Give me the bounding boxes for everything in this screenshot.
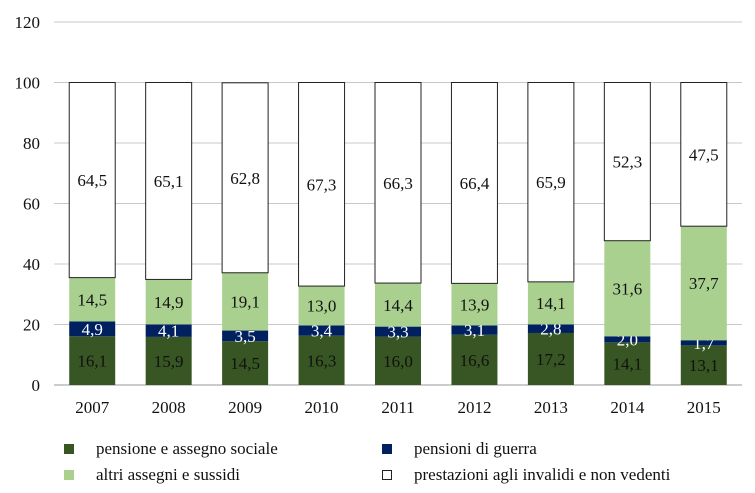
bar-2014-series-0 [604, 342, 651, 385]
data-label-2014-series-3: 52,3 [612, 153, 642, 172]
data-label-2007-series-1: 4,9 [82, 320, 103, 339]
y-tick-label-0: 0 [32, 376, 41, 395]
y-tick-label-40: 40 [23, 255, 40, 274]
x-tick-label-2012: 2012 [457, 398, 491, 417]
bar-2010-series-2 [298, 286, 345, 326]
bar-2014-series-3 [603, 82, 651, 242]
data-label-2010-series-1: 3,4 [311, 322, 333, 341]
y-tick-label-80: 80 [23, 134, 40, 153]
bar-2010-series-0 [298, 335, 345, 385]
data-label-2009-series-0: 14,5 [230, 354, 260, 373]
data-label-2008-series-1: 4,1 [158, 322, 179, 341]
bar-2011-series-0 [375, 336, 421, 385]
x-tick-label-2011: 2011 [381, 398, 414, 417]
data-label-2012-series-3: 66,4 [460, 174, 490, 193]
x-tick-label-2007: 2007 [75, 398, 110, 417]
data-label-2010-series-2: 13,0 [307, 297, 337, 316]
bar-2012-series-1 [451, 325, 498, 335]
bar-2015-series-1 [680, 340, 727, 346]
bar-2007-series-3 [68, 82, 116, 279]
bar-2011-series-1 [375, 326, 421, 337]
data-label-2008-series-3: 65,1 [154, 172, 184, 191]
data-label-2012-series-2: 13,9 [460, 295, 490, 314]
x-tick-label-2015: 2015 [687, 398, 721, 417]
bar-2009-series-2 [222, 272, 269, 331]
x-tick-label-2010: 2010 [305, 398, 339, 417]
data-label-2010-series-0: 16,3 [307, 351, 337, 370]
data-label-2013-series-2: 14,1 [536, 294, 566, 313]
bar-2015-series-0 [680, 345, 727, 385]
data-label-2010-series-3: 67,3 [307, 175, 337, 194]
x-tick-label-2014: 2014 [610, 398, 645, 417]
bar-2008-series-2 [145, 279, 192, 325]
x-tick-label-2013: 2013 [534, 398, 568, 417]
bar-2013-series-3 [527, 82, 575, 283]
bar-2013-series-1 [527, 324, 574, 333]
bar-2015-series-2 [680, 226, 727, 341]
bar-2015-series-3 [680, 82, 728, 227]
x-tick-label-2008: 2008 [152, 398, 186, 417]
data-label-2008-series-2: 14,9 [154, 293, 184, 312]
x-tick-label-2009: 2009 [228, 398, 262, 417]
bar-2013-series-0 [527, 332, 574, 385]
bar-2012-series-2 [451, 283, 498, 326]
bar-2012-series-3 [450, 82, 498, 284]
data-label-2007-series-0: 16,1 [77, 352, 107, 371]
bar-2011-series-3 [374, 82, 422, 284]
y-tick-label-20: 20 [23, 316, 40, 335]
bar-2010-series-1 [298, 325, 345, 336]
data-label-2011-series-1: 3,3 [387, 323, 408, 342]
data-label-2012-series-1: 3,1 [464, 321, 485, 340]
y-tick-label-120: 120 [15, 13, 41, 32]
bar-2014-series-1 [604, 336, 651, 343]
data-label-2009-series-2: 19,1 [230, 293, 260, 312]
data-label-2015-series-0: 13,1 [689, 356, 719, 375]
data-label-2014-series-2: 31,6 [612, 280, 642, 299]
data-label-2013-series-3: 65,9 [536, 173, 566, 192]
data-label-2012-series-0: 16,6 [460, 351, 490, 370]
y-tick-label-60: 60 [23, 195, 40, 214]
data-label-2009-series-3: 62,8 [230, 169, 260, 188]
bar-2009-series-1 [222, 330, 269, 342]
bar-2007-series-2 [69, 277, 116, 322]
data-label-2008-series-0: 15,9 [154, 352, 184, 371]
data-label-2011-series-3: 66,3 [383, 174, 413, 193]
bar-2009-series-3 [221, 82, 269, 274]
data-label-2014-series-0: 14,1 [612, 355, 642, 374]
bar-2013-series-2 [527, 281, 574, 325]
bar-2008-series-0 [145, 336, 192, 385]
y-tick-label-100: 100 [15, 74, 41, 93]
bar-2011-series-2 [375, 283, 421, 327]
bar-2014-series-2 [604, 240, 651, 337]
data-label-2011-series-0: 16,0 [383, 352, 413, 371]
bar-2008-series-1 [145, 324, 192, 337]
bar-2009-series-0 [222, 341, 269, 385]
bar-2007-series-1 [69, 321, 116, 337]
data-label-2007-series-3: 64,5 [77, 171, 107, 190]
bar-2012-series-0 [451, 334, 498, 385]
bar-2007-series-0 [69, 336, 116, 385]
bar-2010-series-3 [298, 82, 346, 287]
data-label-2015-series-2: 37,7 [689, 274, 719, 293]
data-label-2011-series-2: 14,4 [383, 296, 413, 315]
data-label-2009-series-1: 3,5 [234, 327, 255, 346]
data-label-2013-series-0: 17,2 [536, 350, 566, 369]
data-label-2015-series-3: 47,5 [689, 145, 719, 164]
bar-2008-series-3 [145, 82, 193, 280]
data-label-2007-series-2: 14,5 [77, 291, 107, 310]
